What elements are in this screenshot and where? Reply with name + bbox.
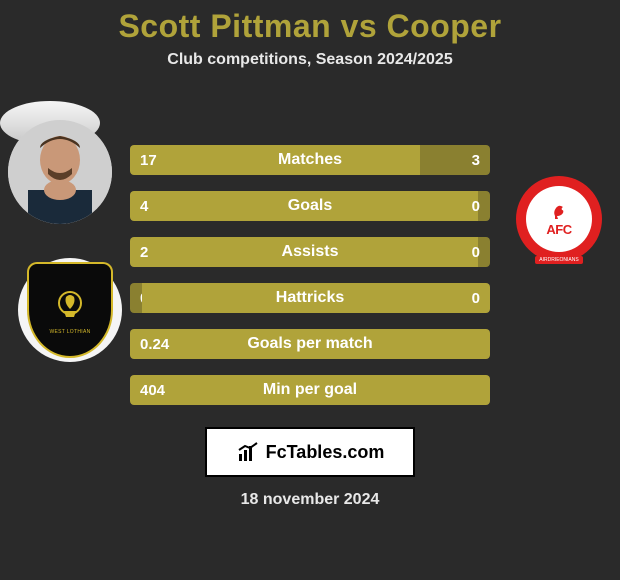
stats-list: 173Matches40Goals20Assists00Hattricks0.2… (130, 145, 490, 405)
stat-label: Assists (282, 243, 339, 261)
club-left-badge: WEST LOTHIAN (18, 258, 122, 362)
club-right-banner: AIRDRIEONIANS (535, 256, 582, 264)
player-left-avatar (8, 120, 112, 224)
stat-label: Hattricks (276, 289, 344, 307)
stat-value-left: 2 (140, 244, 148, 261)
footer-date: 18 november 2024 (0, 491, 620, 509)
rooster-icon (549, 202, 569, 222)
stat-row: 17 3 Matches (130, 145, 490, 175)
stat-bar-left: 17 (130, 145, 420, 175)
stat-bar-right: 0 (478, 237, 490, 267)
stat-row: 2 0 Assists (130, 237, 490, 267)
club-right-text: AFC (546, 222, 571, 237)
page-title: Scott Pittman vs Cooper (0, 8, 620, 45)
stat-value-right: 0 (472, 290, 480, 307)
club-right-inner: AFC (526, 186, 592, 252)
stat-label: Goals (288, 197, 332, 215)
page-subtitle: Club competitions, Season 2024/2025 (0, 51, 620, 69)
stat-value-left: 404 (140, 382, 165, 399)
club-right-badge: AFC AIRDRIEONIANS (516, 176, 602, 262)
chart-icon (236, 440, 260, 464)
infographic-container: Scott Pittman vs Cooper Club competition… (0, 0, 620, 580)
stat-row: 0.24 Goals per match (130, 329, 490, 359)
stat-row: 0 0 Hattricks (130, 283, 490, 313)
stat-row: 404 Min per goal (130, 375, 490, 405)
stat-value-right: 3 (472, 152, 480, 169)
stat-bar-right: 3 (420, 145, 490, 175)
brand-text: FcTables.com (266, 442, 385, 463)
stat-label: Min per goal (263, 381, 357, 399)
stat-value-right: 0 (472, 198, 480, 215)
club-left-shield: WEST LOTHIAN (27, 262, 113, 358)
stat-label: Goals per match (247, 335, 372, 353)
stat-value-left: 4 (140, 198, 148, 215)
stat-value-right: 0 (472, 244, 480, 261)
stat-bar-left: 0 (130, 283, 142, 313)
person-photo-icon (8, 120, 112, 224)
stat-label: Matches (278, 151, 342, 169)
lion-crest-icon (50, 285, 90, 325)
stat-row: 4 0 Goals (130, 191, 490, 221)
stat-value-left: 0.24 (140, 336, 169, 353)
stat-bar-right: 0 (478, 191, 490, 221)
brand-badge[interactable]: FcTables.com (205, 427, 415, 477)
club-left-text: WEST LOTHIAN (49, 329, 90, 335)
stat-value-left: 17 (140, 152, 157, 169)
